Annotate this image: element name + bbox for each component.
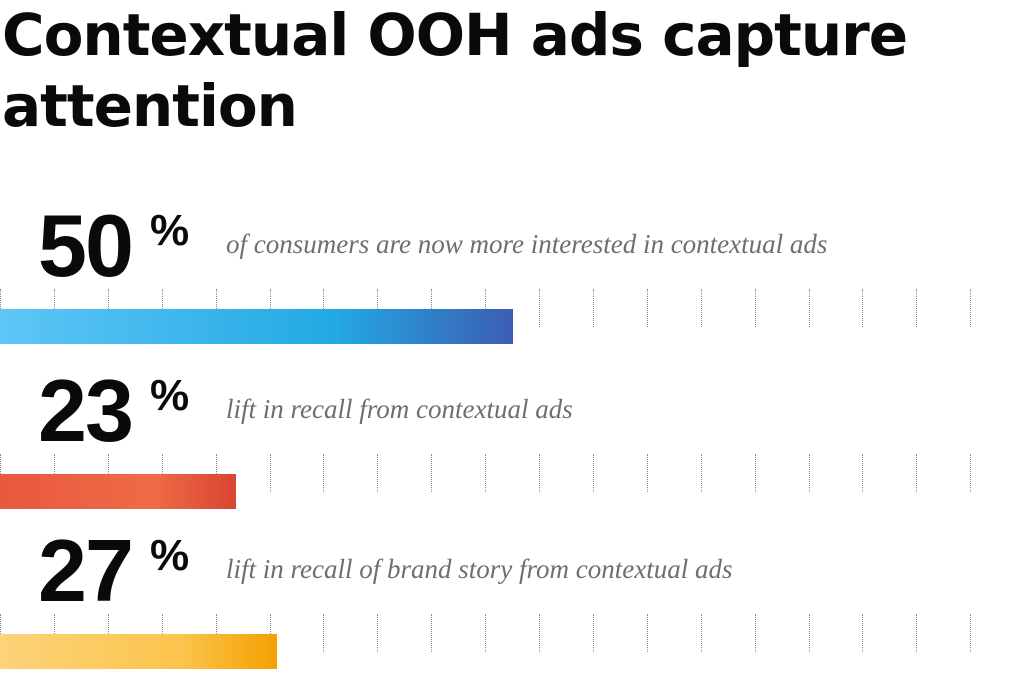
grid-tick (916, 289, 917, 327)
grid-tick (108, 614, 109, 652)
stat-percent-sign: % (150, 206, 190, 255)
stat-percent-sign: % (150, 371, 190, 420)
grid-tick (916, 454, 917, 492)
grid-tick (809, 614, 810, 652)
grid-tick (647, 454, 648, 492)
grid-tick (270, 454, 271, 492)
grid-tick (216, 289, 217, 327)
grid-tick (0, 289, 1, 327)
grid-tick (701, 289, 702, 327)
value-bar (0, 309, 513, 344)
grid-tick (809, 289, 810, 327)
grid-tick (323, 289, 324, 327)
grid-tick (431, 289, 432, 327)
value-bar (0, 634, 277, 669)
grid-tick (862, 454, 863, 492)
grid-tick (162, 614, 163, 652)
grid-tick (216, 454, 217, 492)
grid-tick (593, 289, 594, 327)
grid-tick (539, 454, 540, 492)
grid-tick (270, 289, 271, 327)
stat-row-brand-story-recall: 27 % lift in recall of brand story from … (0, 526, 1024, 686)
grid-tick (162, 454, 163, 492)
grid-tick (377, 289, 378, 327)
grid-tick (162, 289, 163, 327)
grid-tick (377, 454, 378, 492)
grid-tick (539, 614, 540, 652)
stat-value: 50 (38, 196, 134, 295)
grid-tick (970, 289, 971, 327)
grid-tick (701, 454, 702, 492)
bar-track (0, 289, 1024, 344)
grid-tick (916, 614, 917, 652)
grid-tick (970, 614, 971, 652)
grid-tick (108, 289, 109, 327)
stat-row-recall-lift: 23 % lift in recall from contextual ads (0, 366, 1024, 526)
grid-tick (862, 289, 863, 327)
grid-tick (755, 289, 756, 327)
grid-tick (755, 614, 756, 652)
grid-tick (108, 454, 109, 492)
bar-track (0, 454, 1024, 509)
grid-tick (323, 614, 324, 652)
stat-description: of consumers are now more interested in … (226, 229, 828, 259)
grid-tick (809, 454, 810, 492)
grid-tick (485, 614, 486, 652)
stat-value: 27 (38, 521, 134, 620)
grid-tick (539, 289, 540, 327)
grid-tick (647, 289, 648, 327)
grid-tick (431, 454, 432, 492)
grid-tick (701, 614, 702, 652)
grid-tick (970, 454, 971, 492)
page-title: Contextual OOH ads capture attention (2, 1, 908, 140)
grid-tick (54, 289, 55, 327)
grid-tick (323, 454, 324, 492)
grid-tick (54, 454, 55, 492)
grid-tick (216, 614, 217, 652)
grid-tick (647, 614, 648, 652)
grid-tick (593, 614, 594, 652)
stat-percent-sign: % (150, 531, 190, 580)
grid-tick (377, 614, 378, 652)
stat-row-consumers-interest: 50 % of consumers are now more intereste… (0, 201, 1024, 361)
grid-tick (593, 454, 594, 492)
grid-tick (755, 454, 756, 492)
grid-tick (485, 289, 486, 327)
grid-tick (0, 454, 1, 492)
stat-description: lift in recall of brand story from conte… (226, 554, 733, 584)
grid-tick (485, 454, 486, 492)
grid-tick (0, 614, 1, 652)
grid-tick (431, 614, 432, 652)
grid-tick (54, 614, 55, 652)
value-bar (0, 474, 236, 509)
stat-description: lift in recall from contextual ads (226, 394, 573, 424)
grid-tick (862, 614, 863, 652)
bar-track (0, 614, 1024, 669)
grid-tick (270, 614, 271, 652)
stat-value: 23 (38, 361, 134, 460)
